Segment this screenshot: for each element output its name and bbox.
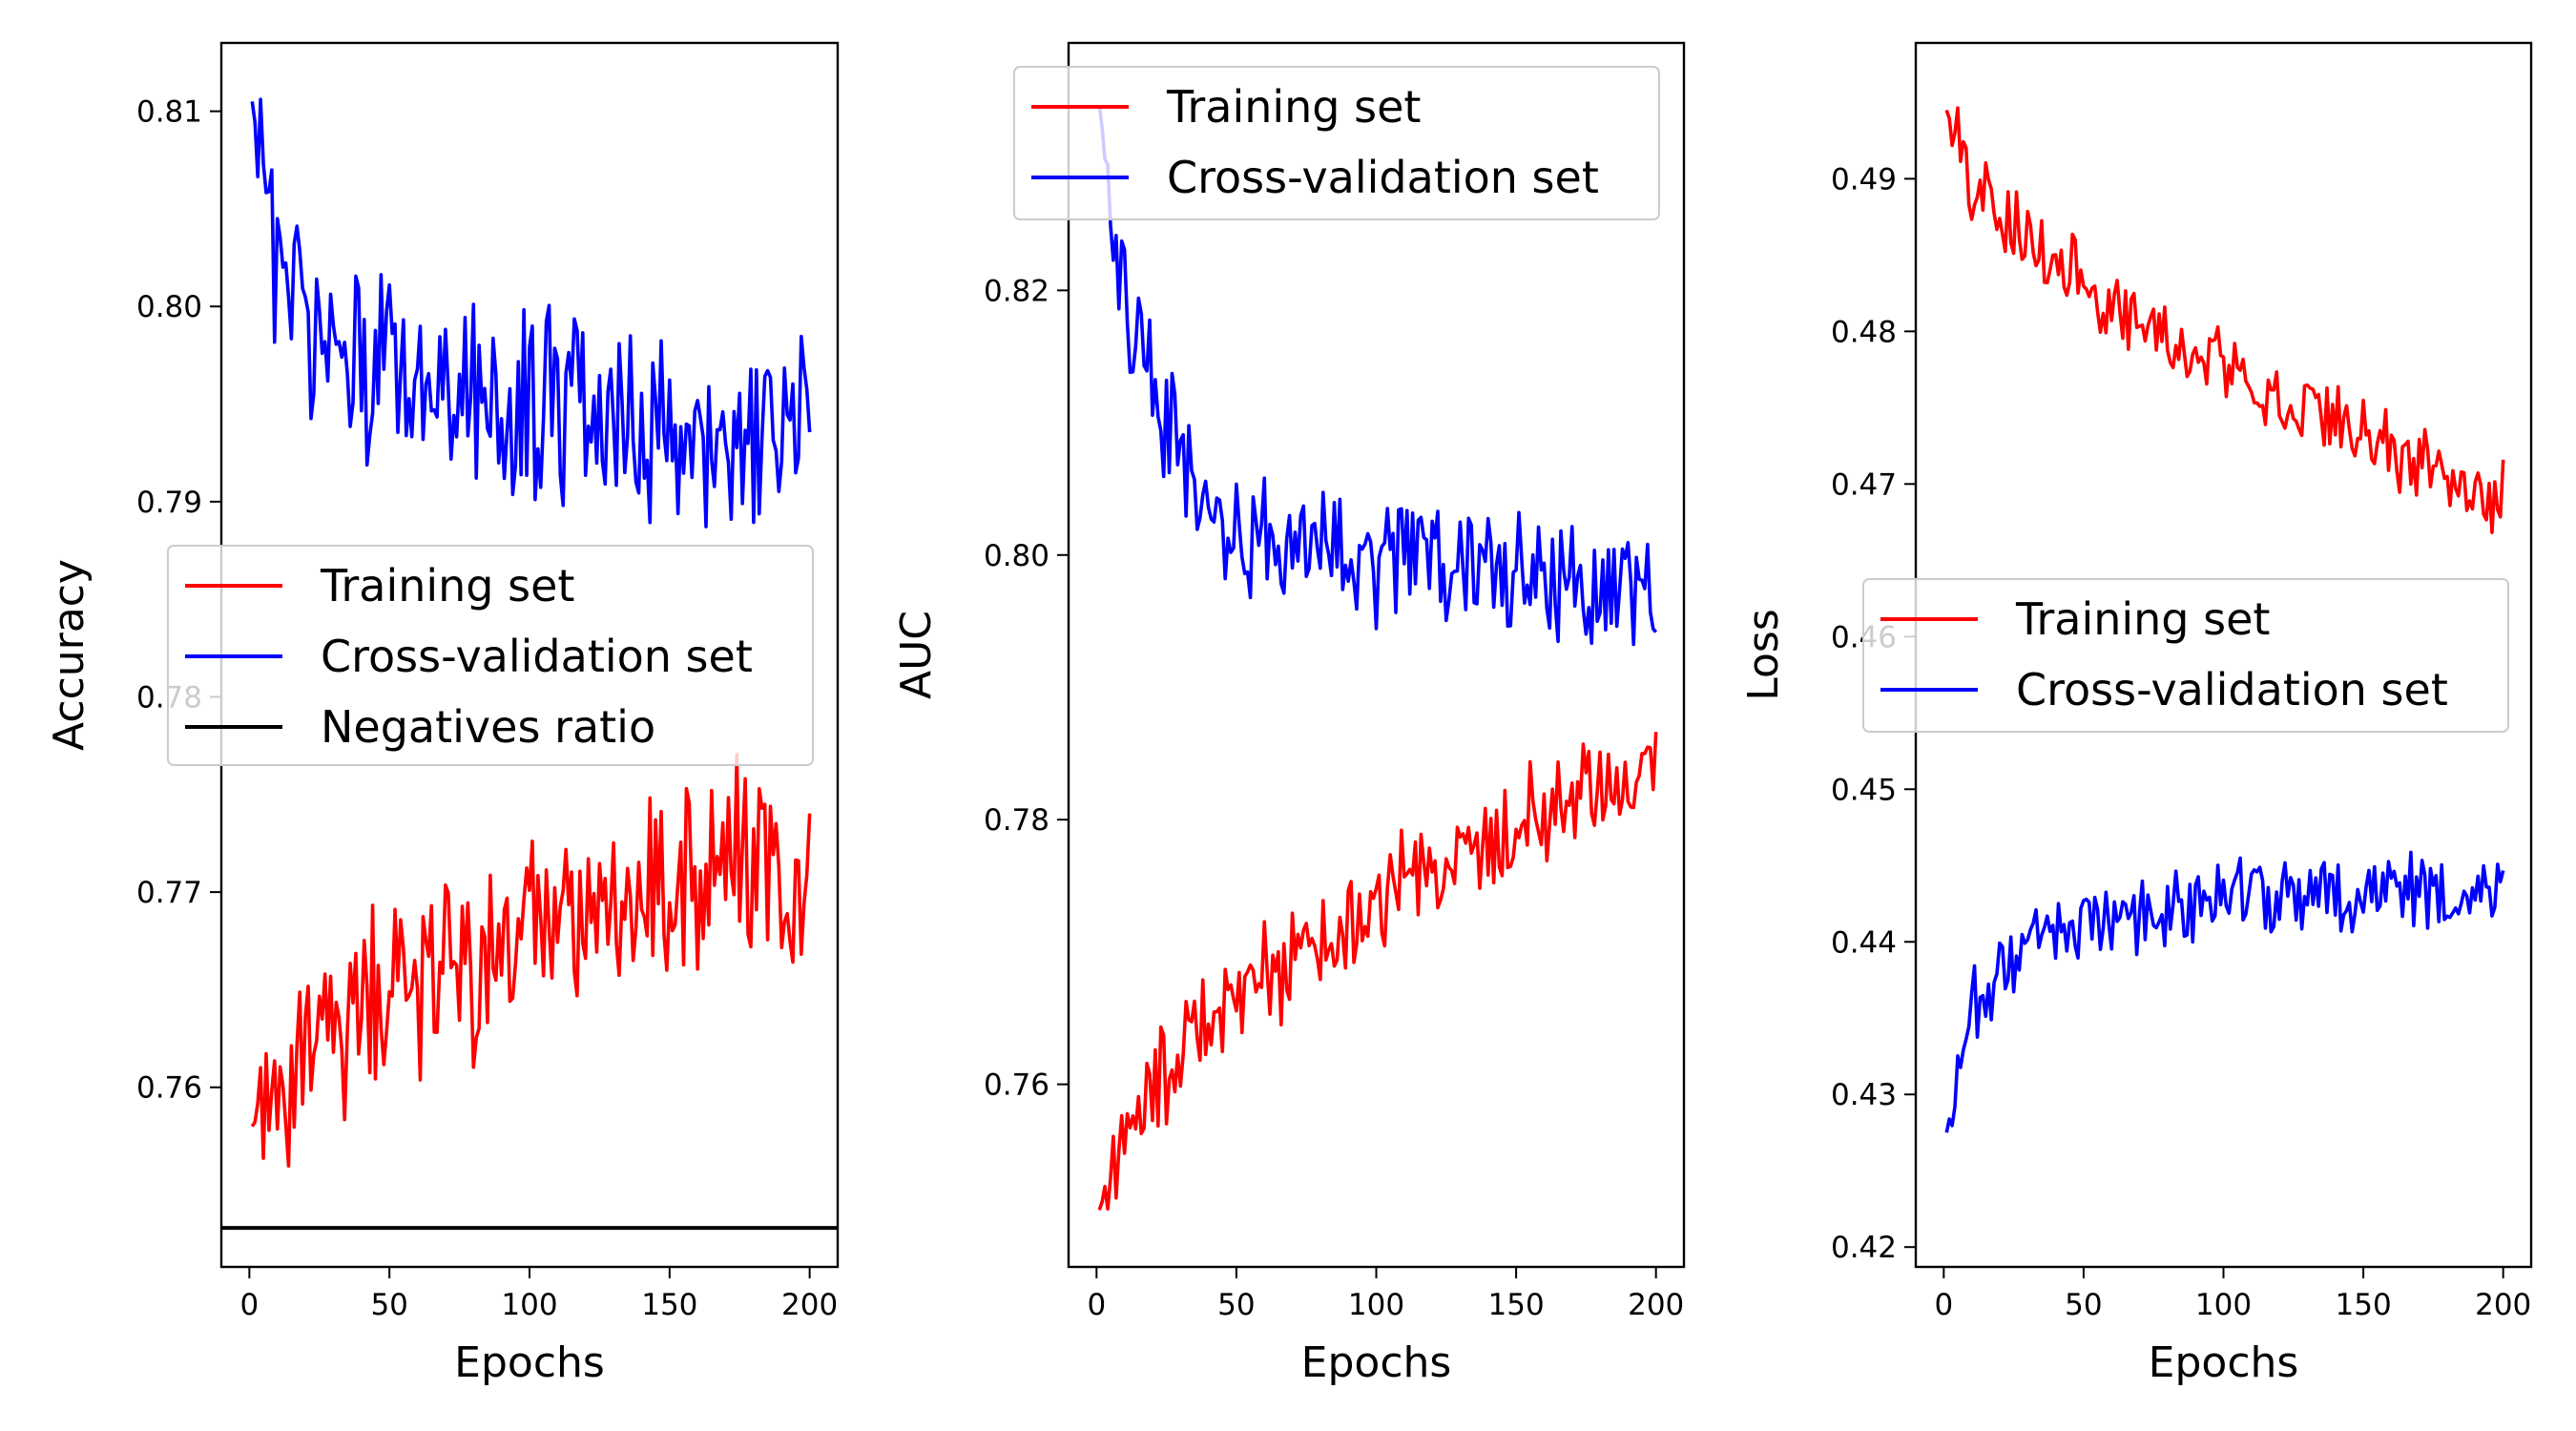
training-line xyxy=(250,753,812,1168)
legend: Training set Cross-validation set Negative… xyxy=(167,545,814,766)
validation-line xyxy=(1944,850,2505,1133)
y-tick-label: 0.76 xyxy=(136,1071,202,1106)
y-tick-label: 0.47 xyxy=(1831,467,1897,502)
x-tick-label: 100 xyxy=(1348,1288,1404,1322)
validation-line xyxy=(250,97,812,529)
legend: Training set Cross-validation set xyxy=(1862,578,2509,733)
x-axis-label: Epochs xyxy=(454,1338,605,1387)
y-axis-label: Accuracy xyxy=(45,559,93,751)
x-tick-label: 0 xyxy=(1087,1288,1106,1322)
y-axis-label: Loss xyxy=(1739,609,1788,701)
chart-panel-3: 0501001502000.420.430.440.450.460.470.48… xyxy=(1739,41,2533,1387)
y-axis-label: AUC xyxy=(892,611,941,699)
validation-line xyxy=(1097,104,1658,647)
x-tick-label: 100 xyxy=(501,1288,557,1322)
x-axis-label: Epochs xyxy=(1301,1338,1452,1387)
legend-label: Training set xyxy=(2015,593,2270,645)
y-tick-label: 0.80 xyxy=(984,539,1049,573)
legend-label: Cross-validation set xyxy=(1167,152,1599,203)
y-tick-label: 0.77 xyxy=(136,876,202,910)
x-tick-label: 150 xyxy=(1488,1288,1545,1322)
legend: Training set Cross-validation set xyxy=(1013,66,1660,220)
x-tick-label: 50 xyxy=(2065,1288,2102,1322)
legend-label: Training set xyxy=(320,560,574,612)
legend-label: Cross-validation set xyxy=(321,631,753,682)
y-tick-label: 0.81 xyxy=(136,95,202,130)
plot-area xyxy=(1944,106,2505,1133)
x-tick-label: 150 xyxy=(641,1288,697,1322)
x-tick-label: 0 xyxy=(239,1288,259,1322)
x-axis-label: Epochs xyxy=(2149,1338,2299,1387)
y-tick-label: 0.49 xyxy=(1831,162,1897,197)
x-tick-label: 100 xyxy=(2195,1288,2252,1322)
y-tick-label: 0.82 xyxy=(984,274,1049,308)
legend-label: Training set xyxy=(1166,81,1421,133)
x-tick-label: 200 xyxy=(2475,1288,2531,1322)
x-tick-label: 0 xyxy=(1934,1288,1953,1322)
y-tick-label: 0.43 xyxy=(1831,1078,1897,1112)
plot-area xyxy=(221,97,838,1231)
y-tick-label: 0.80 xyxy=(136,290,202,324)
y-tick-label: 0.44 xyxy=(1831,925,1897,960)
x-tick-label: 200 xyxy=(1628,1288,1684,1322)
x-tick-label: 150 xyxy=(2336,1288,2392,1322)
plot-area xyxy=(1097,104,1658,1212)
legend-box xyxy=(1862,578,2509,733)
y-tick-label: 0.78 xyxy=(984,803,1049,838)
x-tick-label: 50 xyxy=(370,1288,407,1322)
x-tick-label: 50 xyxy=(1217,1288,1255,1322)
legend-box xyxy=(167,545,814,766)
x-tick-label: 200 xyxy=(781,1288,838,1322)
y-tick-label: 0.48 xyxy=(1831,315,1897,349)
legend-label: Negatives ratio xyxy=(321,701,655,753)
legend-label: Cross-validation set xyxy=(2016,664,2448,716)
y-tick-label: 0.45 xyxy=(1831,773,1897,807)
legend-box xyxy=(1013,66,1660,220)
y-tick-label: 0.42 xyxy=(1831,1231,1897,1265)
y-tick-label: 0.79 xyxy=(136,486,202,520)
y-tick-label: 0.76 xyxy=(984,1068,1049,1103)
chart-panel-2: 0 50 100 150 200 0.76 0.78 0.80 0.82 Epochs AUC Tra… xyxy=(892,41,1686,1387)
chart-panel-1: 0501001502000.760.770.780.790.800.81Epoc… xyxy=(45,41,840,1387)
training-line xyxy=(1944,106,2505,534)
training-line xyxy=(1097,732,1658,1212)
